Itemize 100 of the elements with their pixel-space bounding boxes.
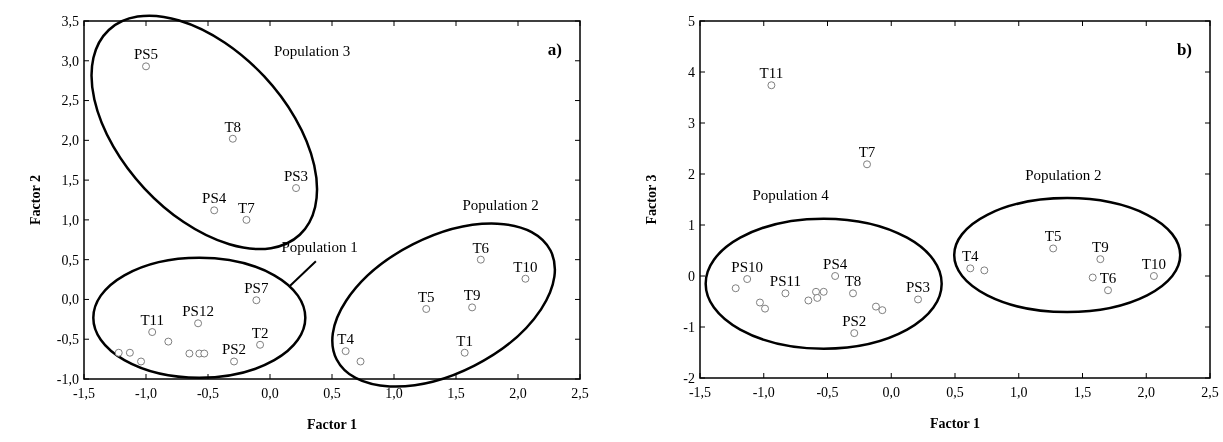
point [256, 340, 265, 349]
annotation: PS3 [283, 168, 309, 185]
point [1049, 244, 1058, 253]
point [813, 293, 822, 302]
annotation: PS10 [731, 259, 764, 276]
annotation: PS2 [842, 313, 867, 330]
annotation: T6 [472, 239, 490, 256]
point [980, 266, 989, 275]
x-tick-label: -0,5 [196, 386, 220, 401]
x-tick-label: -1,5 [72, 386, 96, 401]
annotation: T4 [337, 331, 355, 348]
annotation: Population 1 [281, 238, 358, 255]
point [460, 348, 469, 357]
annotation: T6 [1099, 270, 1117, 287]
point [819, 287, 828, 296]
annotation: T9 [463, 287, 481, 304]
point [850, 329, 859, 338]
annotation: T2 [251, 324, 269, 341]
point [767, 81, 776, 90]
y-tick-label: 2,0 [61, 133, 79, 149]
annotation: T11 [140, 312, 164, 329]
x-tick-label: 0,0 [882, 385, 900, 400]
y-tick-label: 4 [688, 64, 695, 80]
x-tick-label: 2,0 [1137, 385, 1155, 400]
point [148, 328, 157, 337]
y-tick-label: 0,0 [61, 292, 79, 308]
text: b) [1176, 40, 1192, 59]
point [356, 357, 365, 366]
x-tick-label: 0,5 [946, 385, 964, 400]
y-tick-label: 3 [688, 115, 695, 131]
annotation: T9 [1092, 239, 1109, 256]
y-tick-label: 0 [688, 268, 695, 284]
y-tick-label: -1 [683, 319, 695, 335]
annotation: PS4 [202, 190, 227, 207]
point [1088, 273, 1097, 282]
x-axis-title: Factor 1 [307, 417, 357, 432]
annotation: PS12 [182, 303, 214, 320]
x-tick-label: -0,5 [816, 385, 839, 400]
x-tick-label: 0,5 [323, 386, 341, 401]
y-tick-label: -0,5 [56, 332, 79, 348]
point [966, 264, 975, 273]
x-tick-label: -1,0 [752, 385, 775, 400]
x-tick-label: 1,0 [385, 386, 403, 401]
point [185, 349, 194, 358]
point [142, 62, 150, 71]
point [804, 296, 813, 305]
x-tick-label: 1,0 [1010, 385, 1028, 400]
x-tick-label: 0,0 [261, 386, 279, 401]
point [210, 206, 219, 215]
x-tick-label: 2,0 [509, 386, 527, 401]
annotation: T11 [759, 65, 784, 82]
point [228, 134, 237, 143]
point [743, 275, 752, 284]
annotation: T4 [961, 248, 980, 265]
y-tick-label: 1,5 [61, 173, 79, 189]
point [194, 319, 203, 328]
y-tick-label: -1,0 [56, 371, 79, 387]
point [164, 337, 173, 346]
annotation: PS5 [133, 46, 159, 63]
point [781, 289, 790, 298]
point [114, 348, 123, 357]
point [476, 255, 485, 264]
y-tick-label: 5 [688, 13, 695, 29]
point [863, 160, 872, 169]
point [761, 304, 770, 313]
point [230, 357, 239, 366]
annotation: T10 [1141, 256, 1166, 272]
annotation: PS4 [823, 256, 848, 272]
x-tick-label: 2,5 [571, 386, 589, 401]
point [731, 284, 740, 293]
point [252, 296, 261, 305]
x-tick-label: 2,5 [1201, 385, 1219, 400]
point [914, 295, 923, 304]
y-axis-title: Factor 3 [644, 174, 659, 225]
point [200, 349, 209, 358]
x-axis-title: Factor 1 [930, 416, 980, 431]
annotation: T5 [1044, 228, 1062, 245]
x-tick-label: 1,5 [447, 386, 465, 401]
annotation: Population 2 [462, 197, 539, 214]
annotation: Population 3 [274, 43, 351, 59]
point [468, 303, 477, 312]
annotation: T1 [456, 332, 474, 349]
annotation: PS2 [221, 341, 247, 358]
annotation: PS7 [244, 280, 269, 297]
y-tick-label: 2 [688, 166, 695, 182]
point [849, 289, 857, 298]
y-axis-title: Factor 2 [28, 175, 43, 225]
y-tick-label: 0,5 [61, 252, 79, 268]
point [1104, 286, 1112, 295]
point [878, 306, 887, 315]
annotation: T8 [844, 273, 862, 290]
point [521, 274, 530, 283]
y-tick-label: 1,0 [61, 212, 79, 228]
annotation: T7 [858, 144, 876, 161]
text: a) [547, 40, 562, 59]
annotation: T10 [513, 258, 538, 275]
point [422, 304, 431, 313]
point [1149, 272, 1158, 280]
point [125, 348, 134, 357]
x-tick-label: 1,5 [1073, 385, 1092, 400]
